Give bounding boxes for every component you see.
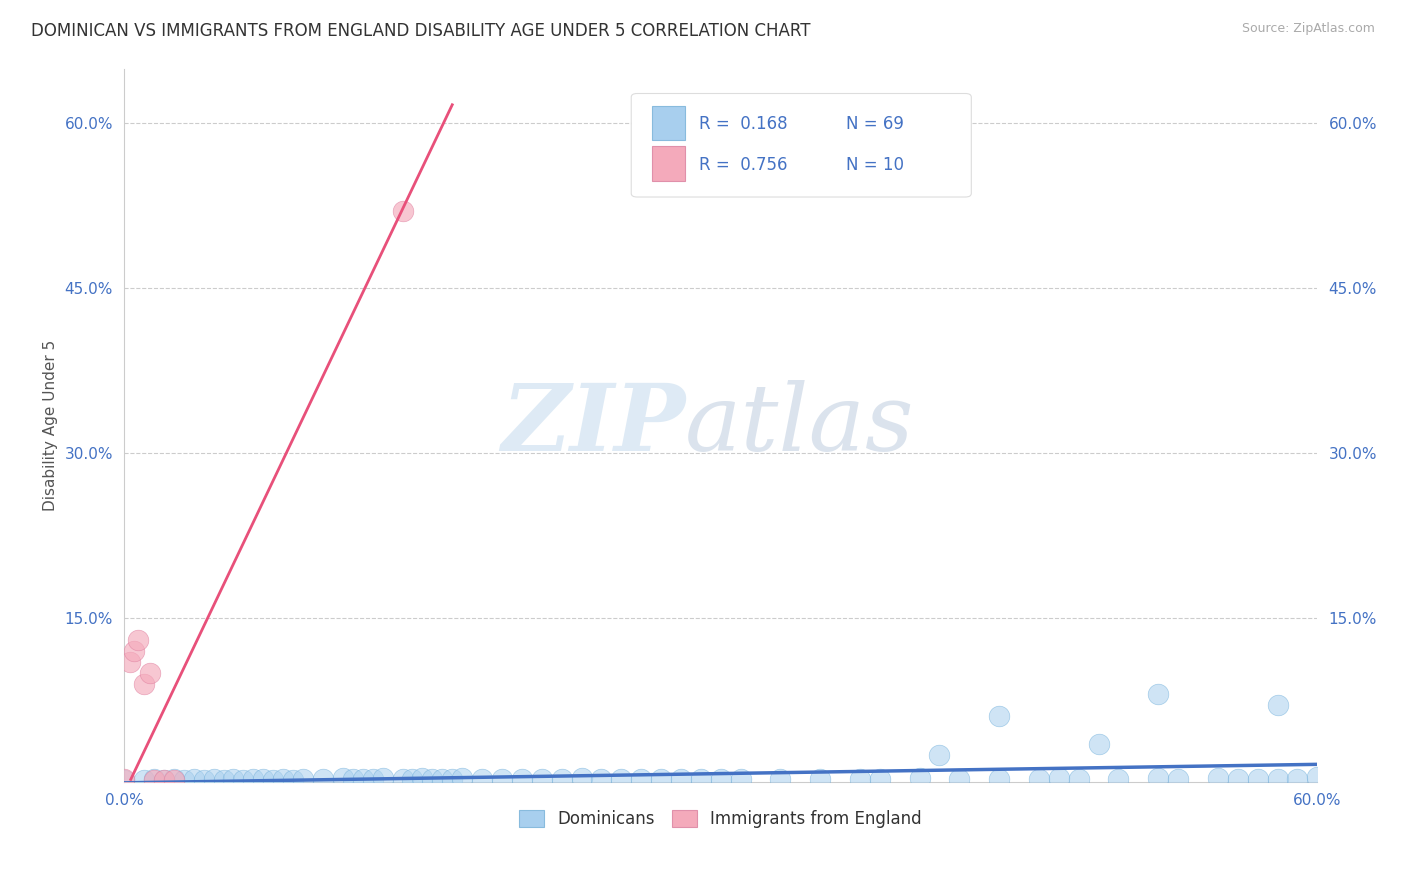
- Point: [391, 204, 413, 219]
- Point: [1286, 772, 1309, 786]
- Point: [183, 772, 205, 786]
- Point: [869, 772, 891, 786]
- Point: [591, 772, 613, 786]
- Point: [1147, 771, 1170, 785]
- Point: [122, 643, 145, 657]
- Point: [988, 709, 1011, 723]
- Point: [391, 772, 413, 786]
- Text: N = 10: N = 10: [846, 156, 904, 174]
- Point: [132, 773, 155, 788]
- Point: [242, 772, 264, 786]
- Text: N = 69: N = 69: [846, 115, 904, 133]
- Point: [112, 773, 135, 788]
- Point: [163, 772, 186, 786]
- Point: [120, 655, 142, 669]
- Point: [441, 772, 464, 786]
- FancyBboxPatch shape: [651, 105, 685, 140]
- Point: [142, 773, 165, 788]
- Text: ZIP: ZIP: [501, 380, 685, 470]
- Point: [1067, 772, 1090, 786]
- Point: [173, 773, 195, 788]
- Point: [352, 772, 374, 786]
- Legend: Dominicans, Immigrants from England: Dominicans, Immigrants from England: [513, 803, 928, 835]
- Point: [401, 772, 423, 786]
- Point: [163, 773, 186, 788]
- Point: [232, 773, 254, 788]
- Point: [202, 772, 225, 786]
- Point: [1206, 771, 1229, 785]
- Point: [142, 772, 165, 786]
- Point: [1267, 698, 1289, 713]
- Point: [153, 773, 176, 788]
- Point: [342, 772, 364, 786]
- Text: R =  0.168: R = 0.168: [699, 115, 787, 133]
- Point: [361, 772, 384, 786]
- Text: Source: ZipAtlas.com: Source: ZipAtlas.com: [1241, 22, 1375, 36]
- Y-axis label: Disability Age Under 5: Disability Age Under 5: [44, 340, 58, 511]
- Point: [432, 772, 454, 786]
- FancyBboxPatch shape: [651, 146, 685, 180]
- Point: [212, 773, 235, 788]
- Point: [411, 771, 433, 785]
- Point: [1107, 772, 1129, 786]
- Point: [451, 771, 474, 785]
- Point: [471, 772, 494, 786]
- Point: [371, 771, 394, 785]
- Point: [1028, 772, 1050, 786]
- Point: [1167, 772, 1189, 786]
- Point: [710, 772, 733, 786]
- Point: [1047, 771, 1070, 785]
- Point: [262, 773, 284, 788]
- FancyBboxPatch shape: [631, 94, 972, 197]
- Point: [530, 772, 553, 786]
- Text: DOMINICAN VS IMMIGRANTS FROM ENGLAND DISABILITY AGE UNDER 5 CORRELATION CHART: DOMINICAN VS IMMIGRANTS FROM ENGLAND DIS…: [31, 22, 810, 40]
- Point: [222, 772, 245, 786]
- Point: [1147, 688, 1170, 702]
- Point: [422, 772, 444, 786]
- Point: [510, 772, 533, 786]
- Point: [928, 747, 950, 762]
- Point: [689, 772, 711, 786]
- Point: [1247, 772, 1270, 786]
- Point: [988, 772, 1011, 786]
- Point: [312, 772, 335, 786]
- Text: atlas: atlas: [685, 380, 914, 470]
- Point: [112, 772, 135, 786]
- Point: [669, 772, 692, 786]
- Point: [1306, 770, 1329, 784]
- Text: R =  0.756: R = 0.756: [699, 156, 787, 174]
- Point: [283, 773, 305, 788]
- Point: [650, 772, 672, 786]
- Point: [332, 771, 354, 785]
- Point: [193, 773, 215, 788]
- Point: [271, 772, 294, 786]
- Point: [127, 632, 149, 647]
- Point: [491, 772, 513, 786]
- Point: [610, 772, 633, 786]
- Point: [730, 772, 752, 786]
- Point: [292, 772, 315, 786]
- Point: [153, 773, 176, 788]
- Point: [132, 676, 155, 690]
- Point: [908, 771, 931, 785]
- Point: [849, 772, 872, 786]
- Point: [808, 772, 831, 786]
- Point: [948, 772, 970, 786]
- Point: [1226, 772, 1249, 786]
- Point: [571, 771, 593, 785]
- Point: [630, 772, 652, 786]
- Point: [139, 665, 162, 680]
- Point: [252, 772, 274, 786]
- Point: [769, 772, 792, 786]
- Point: [550, 772, 572, 786]
- Point: [1267, 772, 1289, 786]
- Point: [1087, 737, 1109, 751]
